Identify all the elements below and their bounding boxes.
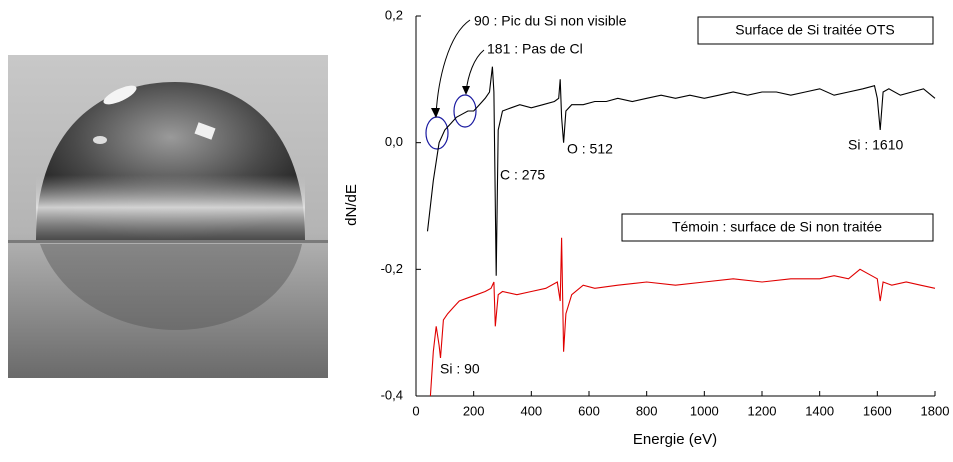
data-line [429, 237, 936, 397]
y-axis-title: dN/dE [343, 184, 360, 226]
annotation: 181 : Pas de Cl [487, 41, 583, 57]
arrow-head [431, 108, 440, 118]
annotation: O : 512 [567, 141, 613, 157]
y-tick-label: -0,4 [381, 387, 403, 402]
x-tick-label: 1600 [863, 403, 892, 418]
arrow [465, 49, 485, 93]
annotation: 90 : Pic du Si non visible [474, 13, 627, 29]
highlight-circle [425, 116, 449, 150]
x-axis-title: Energie (eV) [633, 431, 717, 448]
legend-box [697, 16, 934, 45]
annotation: C : 275 [500, 167, 545, 183]
x-tick-label: 0 [412, 403, 419, 418]
y-tick-label: 0,2 [385, 7, 403, 22]
x-tick-label: 1000 [690, 403, 719, 418]
x-tick-label: 600 [578, 403, 600, 418]
annotation: Si : 1610 [848, 137, 903, 153]
legend-label: Témoin : surface de Si non traitée [672, 219, 882, 235]
annotation: Si : 90 [440, 361, 480, 377]
x-tick-label: 1800 [921, 403, 950, 418]
arrow [435, 19, 471, 116]
x-tick-label: 1400 [805, 403, 834, 418]
legend-label: Surface de Si traitée OTS [735, 22, 895, 38]
data-line [426, 66, 936, 276]
y-tick-label: -0,2 [381, 261, 403, 276]
highlight-circle [453, 94, 477, 128]
legend-box [621, 213, 934, 242]
arrow-head [462, 86, 470, 95]
droplet-photo [8, 55, 328, 378]
x-tick-label: 1200 [748, 403, 777, 418]
y-tick-label: 0,0 [385, 134, 403, 149]
x-tick-label: 200 [463, 403, 485, 418]
x-tick-label: 400 [520, 403, 542, 418]
x-tick-label: 800 [636, 403, 658, 418]
plot [415, 16, 935, 397]
